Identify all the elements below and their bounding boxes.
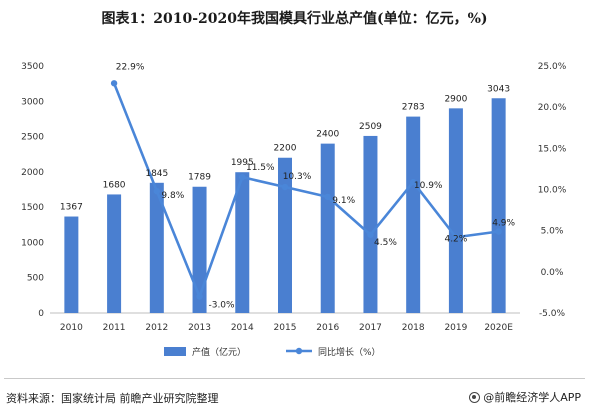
- y-left-tick-label: 3500: [21, 62, 44, 72]
- chart-title: 图表1：2010-2020年我国模具行业总产值(单位：亿元，%): [101, 11, 488, 27]
- y-right-tick-label: 5.0%: [541, 227, 564, 237]
- bar-value-label: 1789: [188, 173, 211, 183]
- y-right-tick-label: 15.0%: [538, 144, 567, 154]
- legend-line-label: 同比增长（%）: [318, 346, 381, 358]
- y-left-tick-label: 2500: [21, 133, 44, 143]
- x-tick-label: 2016: [316, 323, 339, 333]
- legend-bar-swatch: [164, 347, 186, 356]
- legend-line-marker: [295, 347, 303, 355]
- x-tick-label: 2018: [402, 323, 425, 333]
- line-point: [409, 178, 417, 186]
- line-value-label: 4.2%: [444, 234, 467, 244]
- line-point: [324, 193, 331, 201]
- y-right-tick-label: 0.0%: [541, 268, 564, 278]
- line-value-label: 10.9%: [414, 181, 443, 191]
- brand-logo-icon: [469, 391, 481, 403]
- bar-value-label: 2200: [274, 144, 297, 154]
- y-left-tick-label: 3000: [21, 97, 44, 107]
- bar-value-label: 1367: [60, 203, 83, 213]
- line-value-label: -3.0%: [208, 301, 235, 311]
- legend: 产值（亿元） 同比增长（%）: [164, 346, 381, 358]
- x-tick-label: 2013: [188, 323, 211, 333]
- bar: [406, 116, 421, 313]
- line-value-label: 11.5%: [246, 163, 275, 173]
- y-right-tick-label: 25.0%: [538, 62, 567, 72]
- line-point: [153, 187, 161, 195]
- growth-line: [112, 82, 499, 298]
- y-left-tick-label: 1500: [21, 203, 44, 213]
- bar-value-label: 3043: [487, 84, 510, 94]
- bar: [278, 157, 292, 313]
- x-tick-label: 2011: [103, 323, 126, 333]
- line-point: [239, 173, 246, 181]
- bar-value-label: 1845: [145, 169, 168, 179]
- brand-credit: @前瞻经济学人APP: [469, 389, 581, 405]
- bar-value-label: 2900: [444, 94, 467, 104]
- bar: [363, 135, 378, 313]
- line-value-label: 9.8%: [161, 191, 184, 201]
- line-value-label: 4.5%: [374, 238, 397, 248]
- data-labels: 1367 1680 1845 1789 1995 2200 2400 2509 2783 2900…: [60, 62, 516, 310]
- bar: [235, 172, 250, 313]
- line-point: [281, 183, 289, 191]
- x-tick-label: 2019: [444, 323, 467, 333]
- bar: [192, 186, 207, 313]
- x-tick-label: 2020E: [484, 323, 513, 333]
- bar: [149, 182, 164, 313]
- bar: [448, 108, 463, 313]
- x-tick-label: 2012: [145, 323, 168, 333]
- x-tick-label: 2015: [274, 323, 297, 333]
- y-left-tick-label: 0: [38, 309, 44, 319]
- footer-divider: [4, 378, 585, 379]
- y-right-tick-label: 10.0%: [538, 186, 567, 196]
- bar: [64, 216, 79, 313]
- brand-text: @前瞻经济学人APP: [483, 391, 581, 404]
- line-value-label: 9.1%: [332, 196, 355, 206]
- source-note: 资料来源：国家统计局 前瞻产业研究院整理: [6, 392, 219, 405]
- bar-value-label: 1680: [103, 180, 126, 190]
- bar-value-label: 2509: [359, 122, 382, 132]
- bar-series: [64, 98, 506, 313]
- line-point: [367, 231, 374, 238]
- line-series: [110, 80, 502, 300]
- line-value-label: 22.9%: [116, 62, 145, 72]
- bar: [491, 98, 506, 313]
- line-value-label: 4.9%: [492, 218, 515, 228]
- legend-bar-label: 产值（亿元）: [192, 346, 246, 358]
- y-left-tick-label: 2000: [21, 168, 44, 178]
- chart-axes: 0 500 1000 1500 2000 2500 3000 3500 -5.0% 0.0% 5.0…: [21, 62, 567, 333]
- line-point: [110, 80, 118, 87]
- x-tick-label: 2014: [231, 323, 254, 333]
- y-left-tick-label: 500: [27, 274, 44, 284]
- line-point: [452, 234, 460, 241]
- x-tick-label: 2010: [60, 323, 83, 333]
- line-value-label: 10.3%: [283, 172, 312, 182]
- y-right-tick-label: -5.0%: [539, 309, 566, 319]
- line-point: [196, 293, 203, 300]
- y-right-tick-label: 20.0%: [538, 103, 567, 113]
- line-point: [495, 228, 502, 235]
- bar: [107, 194, 122, 313]
- x-tick-label: 2017: [359, 323, 382, 333]
- bar: [320, 143, 335, 313]
- bar-value-label: 2783: [402, 103, 425, 113]
- y-left-tick-label: 1000: [21, 238, 44, 248]
- bar-value-label: 1995: [231, 158, 254, 168]
- bar-value-label: 2400: [316, 130, 339, 140]
